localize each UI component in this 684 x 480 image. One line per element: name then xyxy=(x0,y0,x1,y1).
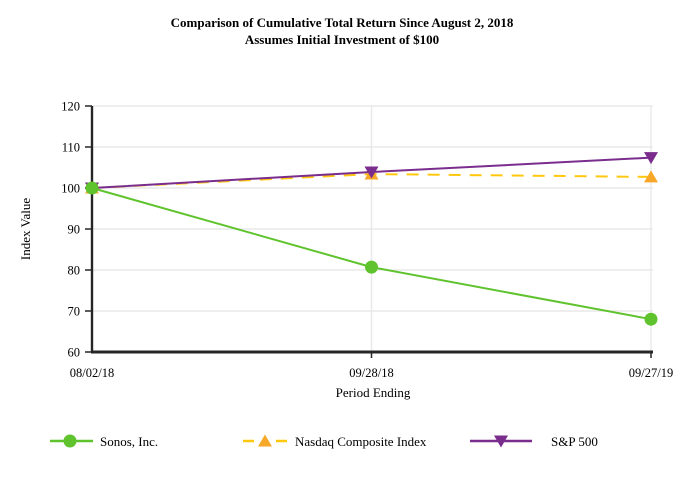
chart-title-line2: Assumes Initial Investment of $100 xyxy=(245,32,439,47)
data-point-marker xyxy=(365,260,378,274)
data-series xyxy=(85,152,658,326)
y-axis-tick-labels: 60 70 80 90 100 110 120 xyxy=(61,100,80,360)
y-tick-label: 120 xyxy=(61,100,80,114)
x-tick-label: 09/28/18 xyxy=(349,366,393,380)
data-point-marker xyxy=(85,181,99,195)
y-tick-label: 100 xyxy=(61,182,80,196)
legend-marker xyxy=(494,435,508,448)
data-point-marker xyxy=(644,170,658,183)
chart-title-line1: Comparison of Cumulative Total Return Si… xyxy=(171,15,514,30)
x-axis-tick-labels: 08/02/18 09/28/18 09/27/19 xyxy=(70,366,673,380)
gridlines xyxy=(92,105,653,352)
axes xyxy=(85,105,653,358)
y-tick-label: 70 xyxy=(68,305,81,319)
x-axis-title: Period Ending xyxy=(336,385,411,400)
y-tick-label: 110 xyxy=(62,141,80,155)
legend-label-sonos: Sonos, Inc. xyxy=(100,434,158,449)
legend-marker xyxy=(63,434,77,448)
legend-swatches xyxy=(50,434,532,448)
data-point-marker xyxy=(644,312,658,326)
data-point-marker xyxy=(364,166,379,179)
legend-label-sp500: S&P 500 xyxy=(551,434,598,449)
x-tick-label: 09/27/19 xyxy=(629,366,673,380)
x-tick-label: 08/02/18 xyxy=(70,366,114,380)
legend-label-nasdaq: Nasdaq Composite Index xyxy=(295,434,427,449)
y-tick-label: 90 xyxy=(68,223,81,237)
y-axis-title: Index Value xyxy=(18,198,33,260)
data-point-marker xyxy=(644,152,658,165)
y-tick-label: 60 xyxy=(68,346,81,360)
y-tick-label: 80 xyxy=(68,264,81,278)
legend: Sonos, Inc. Nasdaq Composite Index S&P 5… xyxy=(50,434,598,449)
legend-marker xyxy=(258,434,272,447)
